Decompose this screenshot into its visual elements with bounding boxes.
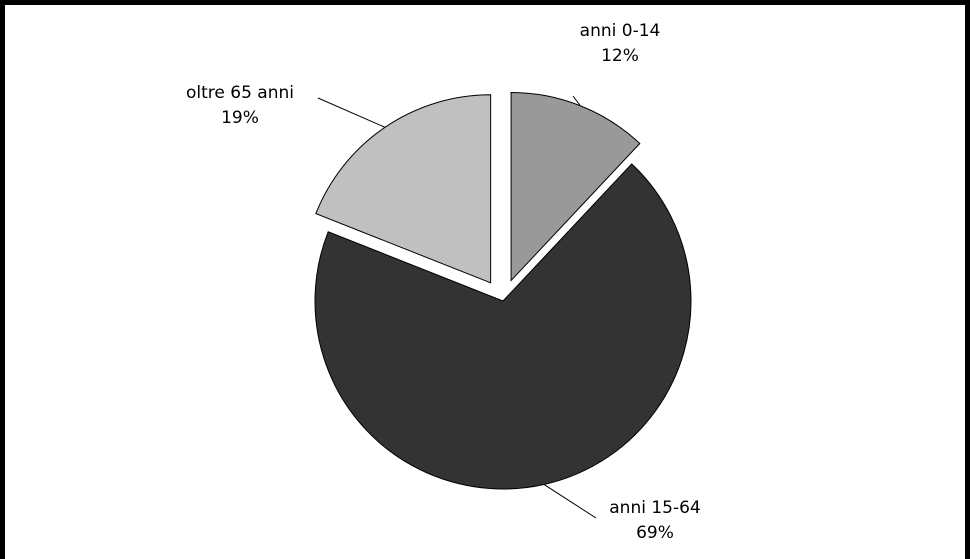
slice-label-1: anni 0-14 — [580, 21, 661, 41]
leader-line-1 — [572, 95, 581, 107]
slice-value-label-2: 69% — [636, 523, 674, 543]
slice-value-label-1: 12% — [601, 46, 639, 66]
slice-label-3: oltre 65 anni — [186, 83, 294, 103]
leader-lines — [317, 95, 597, 519]
leader-line-3 — [317, 97, 386, 128]
leader-line-2 — [543, 484, 597, 519]
pie-slice-1 — [510, 92, 641, 282]
pie-slices — [314, 92, 692, 490]
slice-label-2: anni 15-64 — [609, 498, 701, 518]
slice-labels: anni 0-14 12% anni 15-64 69% oltre 65 anni 19… — [186, 21, 701, 543]
slice-value-label-3: 19% — [221, 108, 259, 128]
